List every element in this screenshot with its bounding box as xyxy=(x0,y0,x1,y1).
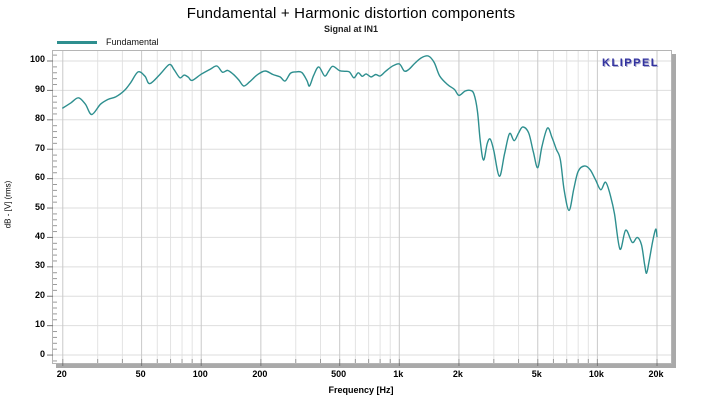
x-tick-label-10k: 10k xyxy=(588,369,604,379)
horizontal-gridlines xyxy=(53,60,671,356)
y-tick-label-100: 100 xyxy=(29,54,45,65)
legend-line-swatch xyxy=(57,40,97,44)
axis-ticks xyxy=(47,54,658,366)
x-tick-label-1k: 1k xyxy=(393,369,404,379)
plot-area: KLIPPEL xyxy=(47,50,672,366)
x-tick-label-20k: 20k xyxy=(648,369,664,379)
x-tick-label-200: 200 xyxy=(252,369,268,379)
chart-canvas xyxy=(47,51,671,366)
legend-label-fundamental: Fundamental xyxy=(106,37,159,47)
x-tick-label-5k: 5k xyxy=(531,369,542,379)
major-gridlines xyxy=(62,51,658,363)
y-tick-label-80: 80 xyxy=(34,113,45,124)
y-tick-label-30: 30 xyxy=(34,260,45,271)
y-tick-label-50: 50 xyxy=(34,201,45,212)
y-tick-label-90: 90 xyxy=(34,83,45,94)
x-tick-label-2k: 2k xyxy=(452,369,463,379)
x-tick-label-50: 50 xyxy=(135,369,146,379)
x-axis-title: Frequency [Hz] xyxy=(328,385,394,395)
x-tick-label-20: 20 xyxy=(56,369,67,379)
y-tick-label-0: 0 xyxy=(39,348,45,359)
legend: Fundamental xyxy=(57,37,159,47)
x-tick-label-100: 100 xyxy=(192,369,208,379)
chart-title: Fundamental + Harmonic distortion compon… xyxy=(186,5,516,22)
x-tick-label-500: 500 xyxy=(331,369,347,379)
y-tick-label-40: 40 xyxy=(34,230,45,241)
y-tick-label-20: 20 xyxy=(34,289,45,300)
series-fundamental-curve xyxy=(62,55,658,275)
y-tick-label-60: 60 xyxy=(34,172,45,183)
y-tick-label-10: 10 xyxy=(34,319,45,330)
chart-subtitle: Signal at IN1 xyxy=(323,24,378,34)
y-tick-label-70: 70 xyxy=(34,142,45,153)
minor-gridlines xyxy=(97,51,589,363)
klippel-logo: KLIPPEL xyxy=(602,57,659,69)
